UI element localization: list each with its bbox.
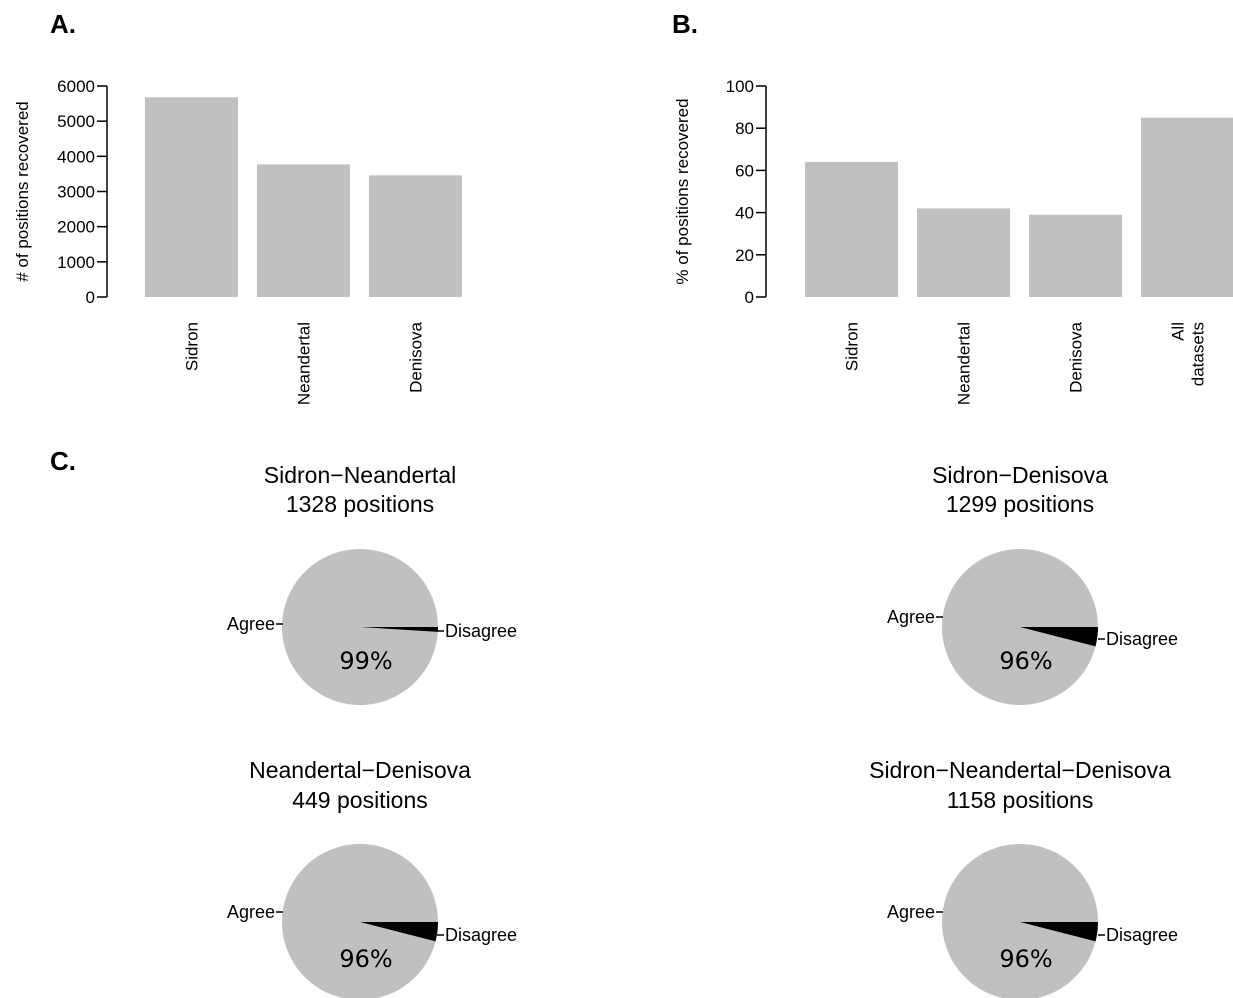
pie-title: Neandertal−Denisova xyxy=(249,757,471,783)
pie-slice-disagree xyxy=(1020,922,1098,942)
panel-b-letter: B. xyxy=(672,9,698,39)
agree-percent-label: 96% xyxy=(999,647,1052,675)
category-label-sidron: Sidron xyxy=(843,322,862,371)
pie-subtitle: 449 positions xyxy=(292,787,428,813)
y-tick-label: 100 xyxy=(726,77,754,96)
category-label-denisova: Denisova xyxy=(407,321,426,392)
y-tick-label: 60 xyxy=(735,161,754,180)
panel-a-letter: A. xyxy=(50,9,76,39)
y-axis-title: # of positions recovered xyxy=(13,101,32,282)
category-label-denisova: Denisova xyxy=(1067,321,1086,392)
y-tick-label: 40 xyxy=(735,204,754,223)
y-tick-label: 80 xyxy=(735,119,754,138)
y-tick-label: 0 xyxy=(745,288,754,307)
category-label-sidron: Sidron xyxy=(183,322,202,371)
y-tick-label: 3000 xyxy=(57,183,95,202)
bar-neandertal xyxy=(917,208,1010,297)
pie-slice-agree xyxy=(282,549,438,706)
agree-label: Agree xyxy=(887,902,935,922)
pie-title: Sidron−Neandertal−Denisova xyxy=(869,757,1171,783)
pie-sidron-neandertal-denisova: Sidron−Neandertal−Denisova 1158 positions… xyxy=(869,757,1178,998)
y-tick-label: 5000 xyxy=(57,112,95,131)
bar-neandertal xyxy=(257,164,350,297)
category-label-all-datasets: datasets xyxy=(1189,322,1208,386)
y-tick-label: 6000 xyxy=(57,77,95,96)
pie-subtitle: 1299 positions xyxy=(946,491,1094,517)
y-tick-label: 0 xyxy=(86,288,95,307)
category-label-neandertal: Neandertal xyxy=(295,322,314,405)
disagree-label: Disagree xyxy=(445,925,517,945)
bar-sidron xyxy=(805,161,898,297)
y-tick-label: 20 xyxy=(735,246,754,265)
bar-denisova xyxy=(1029,214,1122,297)
pie-slice-agree xyxy=(282,844,438,998)
pie-title: Sidron−Denisova xyxy=(932,462,1108,488)
y-tick-label: 2000 xyxy=(57,218,95,237)
agree-label: Agree xyxy=(887,607,935,627)
pie-slice-disagree xyxy=(360,922,438,942)
disagree-label: Disagree xyxy=(1106,925,1178,945)
pie-slice-agree xyxy=(941,548,1098,705)
pie-subtitle: 1158 positions xyxy=(947,787,1094,813)
panel-c-letter: C. xyxy=(50,446,76,476)
pie-title: Sidron−Neandertal xyxy=(264,462,456,488)
bar-all-datasets xyxy=(1141,117,1233,298)
pie-slice-disagree xyxy=(360,627,438,632)
y-tick-label: 1000 xyxy=(57,253,95,272)
agree-percent-label: 96% xyxy=(339,945,392,973)
bar-chart-percent: 0 20 40 60 80 100 % of positions recovered Sidr… xyxy=(673,77,1233,405)
agree-percent-label: 96% xyxy=(999,945,1052,973)
y-tick-label: 4000 xyxy=(57,147,95,166)
bar-chart-count: 0 1000 2000 3000 4000 5000 6000 # of positions … xyxy=(13,77,462,405)
pie-subtitle: 1328 positions xyxy=(286,491,434,517)
agree-label: Agree xyxy=(227,902,275,922)
category-label-all-datasets: All xyxy=(1169,322,1188,341)
disagree-label: Disagree xyxy=(445,621,517,641)
agree-percent-label: 99% xyxy=(339,647,392,675)
category-label-neandertal: Neandertal xyxy=(955,322,974,405)
pie-neandertal-denisova: Neandertal−Denisova 449 positions Agree Dis… xyxy=(227,757,517,998)
pie-sidron-neandertal: Sidron−Neandertal 1328 positions Agree Disa… xyxy=(227,462,517,706)
agree-label: Agree xyxy=(227,614,275,634)
pie-slice-agree xyxy=(942,844,1098,998)
y-axis-title: % of positions recovered xyxy=(673,98,692,284)
bar-sidron xyxy=(145,97,238,298)
disagree-label: Disagree xyxy=(1106,629,1178,649)
pie-sidron-denisova: Sidron−Denisova 1299 positions Agree Disagr… xyxy=(887,462,1178,705)
bar-denisova xyxy=(369,175,462,297)
pie-slice-disagree xyxy=(1020,627,1098,647)
